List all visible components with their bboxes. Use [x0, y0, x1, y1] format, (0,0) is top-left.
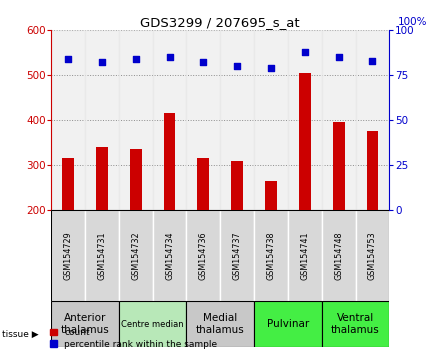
Bar	[164, 113, 175, 210]
Bar	[119, 30, 153, 210]
Point	[301, 49, 308, 55]
Text: Pulvinar: Pulvinar	[267, 319, 309, 329]
Text: Medial
thalamus: Medial thalamus	[196, 313, 245, 335]
FancyBboxPatch shape	[356, 210, 389, 301]
Bar	[96, 147, 108, 210]
Bar	[85, 30, 119, 210]
Text: GSM154753: GSM154753	[368, 231, 377, 280]
Point	[98, 59, 105, 65]
Bar	[333, 122, 344, 210]
Text: GSM154731: GSM154731	[97, 231, 106, 280]
Point	[132, 56, 139, 62]
Bar	[153, 30, 186, 210]
FancyBboxPatch shape	[85, 210, 119, 301]
FancyBboxPatch shape	[153, 210, 186, 301]
Bar	[231, 161, 243, 210]
Text: GSM154732: GSM154732	[131, 231, 140, 280]
FancyBboxPatch shape	[322, 301, 389, 347]
Bar	[265, 181, 277, 210]
Text: GSM154729: GSM154729	[64, 231, 73, 280]
Bar	[322, 30, 356, 210]
FancyBboxPatch shape	[220, 210, 254, 301]
Bar	[186, 30, 220, 210]
Text: GSM154748: GSM154748	[334, 231, 343, 280]
Text: GSM154737: GSM154737	[233, 231, 242, 280]
FancyBboxPatch shape	[186, 210, 220, 301]
Title: GDS3299 / 207695_s_at: GDS3299 / 207695_s_at	[141, 16, 300, 29]
Bar	[198, 158, 209, 210]
FancyBboxPatch shape	[288, 210, 322, 301]
FancyBboxPatch shape	[119, 210, 153, 301]
Point	[200, 59, 207, 65]
Bar	[220, 30, 254, 210]
Bar	[288, 30, 322, 210]
Text: 100%: 100%	[398, 17, 427, 27]
Text: Anterior
thalamus: Anterior thalamus	[61, 313, 109, 335]
FancyBboxPatch shape	[51, 301, 119, 347]
FancyBboxPatch shape	[119, 301, 186, 347]
Point	[369, 58, 376, 63]
Bar	[130, 149, 142, 210]
Bar	[254, 30, 288, 210]
Text: GSM154741: GSM154741	[300, 231, 309, 280]
FancyBboxPatch shape	[254, 301, 322, 347]
Bar	[62, 158, 74, 210]
Text: tissue ▶: tissue ▶	[2, 330, 39, 339]
Point	[166, 54, 173, 60]
Point	[335, 54, 342, 60]
Text: Centre median: Centre median	[121, 320, 184, 329]
Text: GSM154734: GSM154734	[165, 231, 174, 280]
Bar	[299, 73, 311, 210]
FancyBboxPatch shape	[254, 210, 288, 301]
Point	[234, 63, 241, 69]
Text: GSM154736: GSM154736	[199, 231, 208, 280]
Point	[65, 56, 72, 62]
FancyBboxPatch shape	[322, 210, 356, 301]
Bar	[367, 131, 378, 210]
Text: GSM154738: GSM154738	[267, 231, 275, 280]
Text: Ventral
thalamus: Ventral thalamus	[331, 313, 380, 335]
Point	[267, 65, 275, 71]
Bar	[356, 30, 389, 210]
FancyBboxPatch shape	[186, 301, 254, 347]
Legend: count, percentile rank within the sample: count, percentile rank within the sample	[49, 327, 218, 349]
Bar	[51, 30, 85, 210]
FancyBboxPatch shape	[51, 210, 85, 301]
